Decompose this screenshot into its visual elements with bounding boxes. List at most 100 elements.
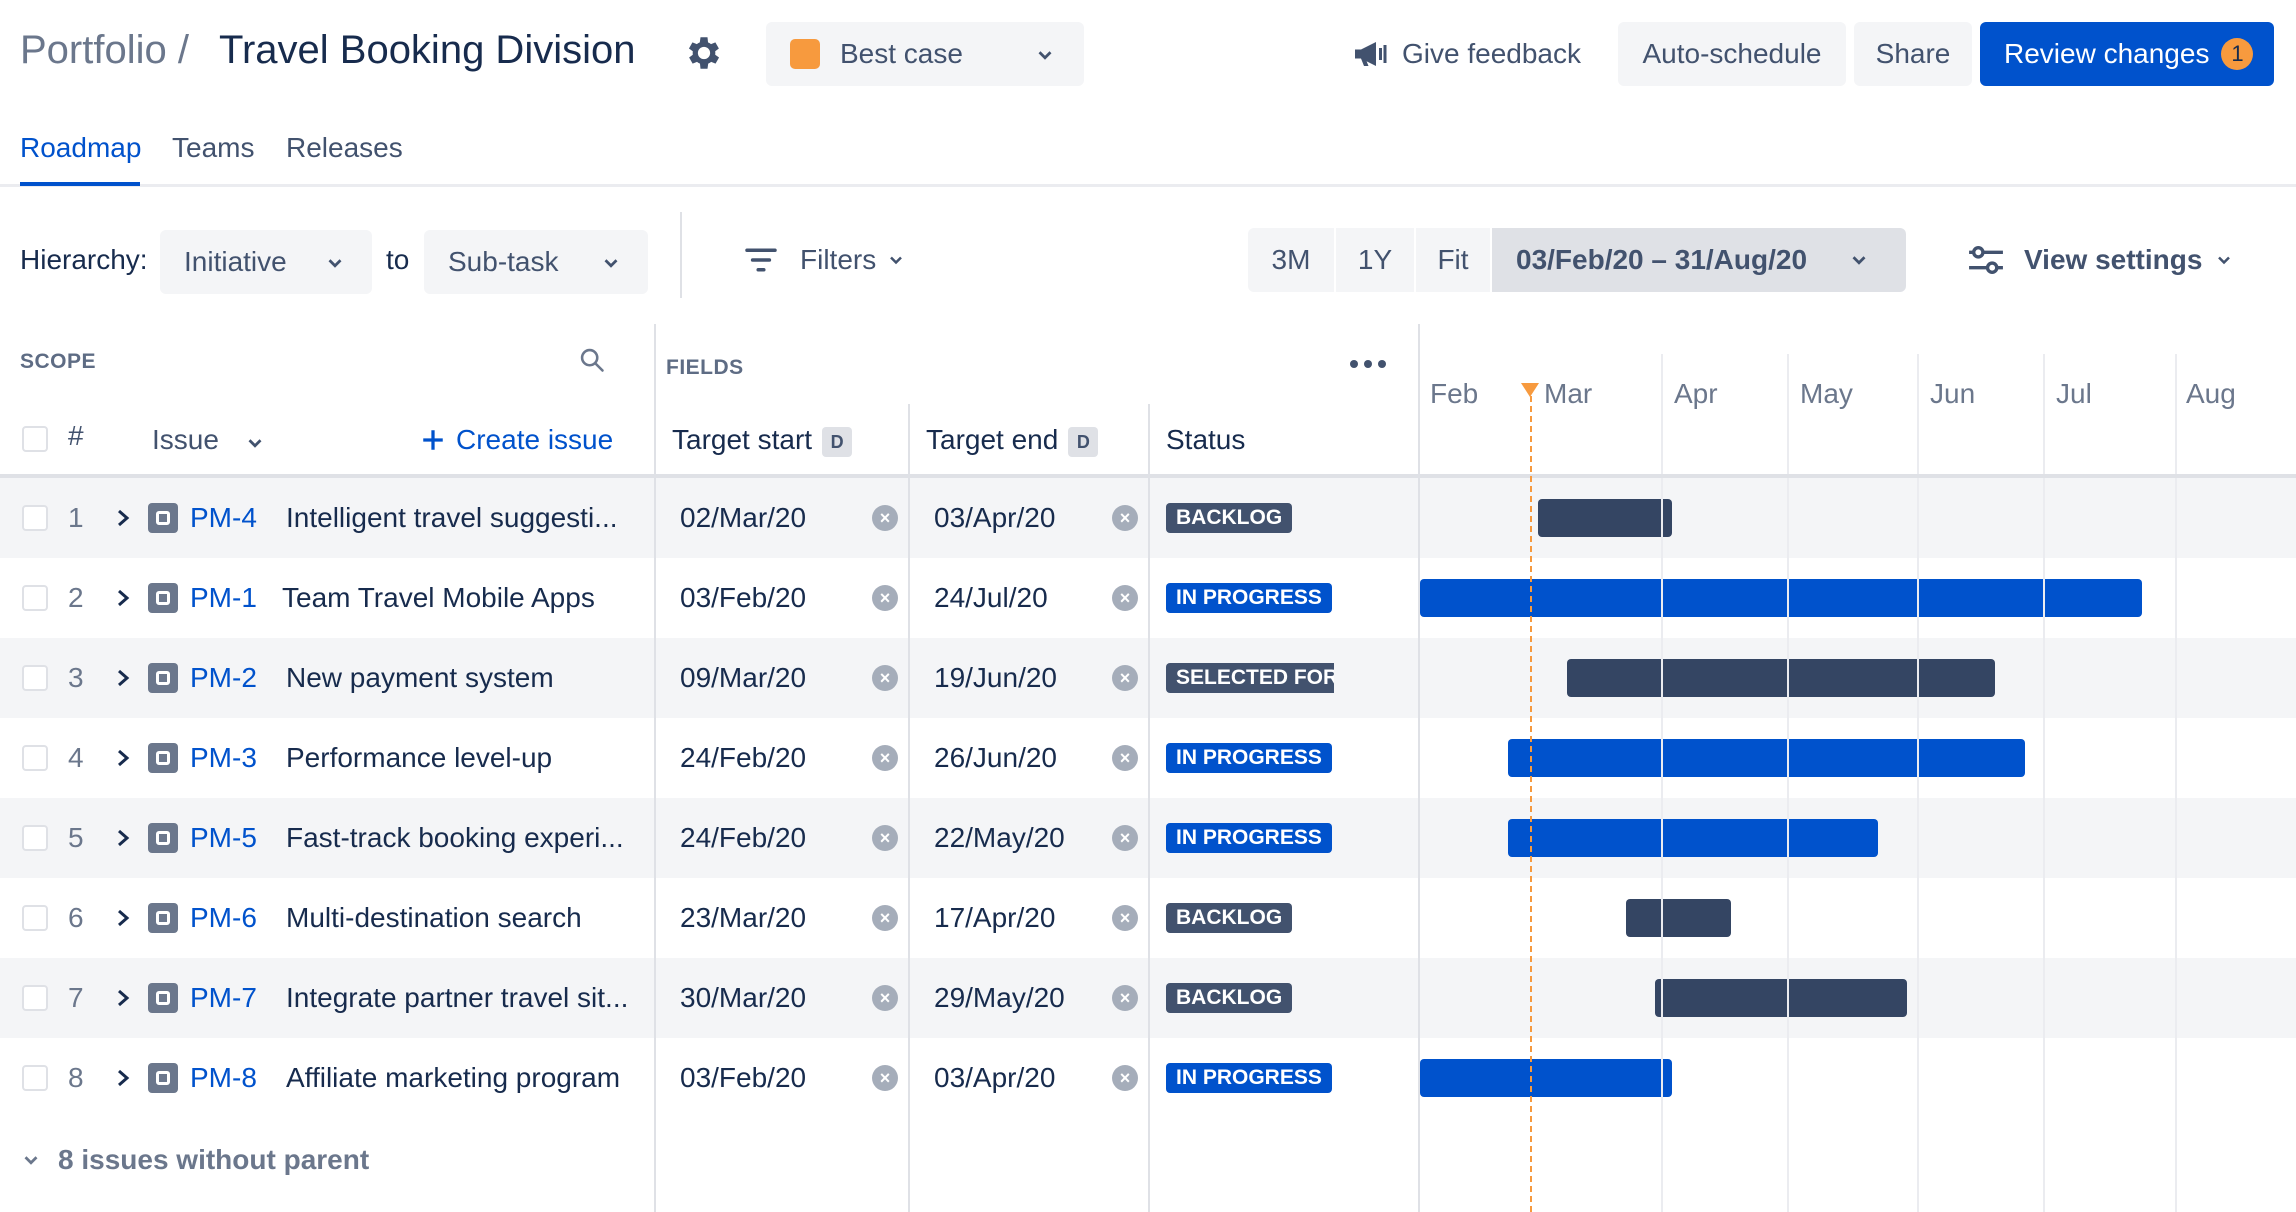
clear-icon[interactable]: ×: [872, 585, 898, 611]
target-end-value[interactable]: 19/Jun/20: [934, 662, 1057, 693]
tab-releases[interactable]: Releases: [286, 132, 403, 163]
date-range-select[interactable]: 03/Feb/20 – 31/Aug/20: [1492, 228, 1906, 292]
clear-icon[interactable]: ×: [872, 825, 898, 851]
table-row[interactable]: 8 PM-8 Affiliate marketing program 03/Fe…: [0, 1038, 2296, 1118]
review-changes-button[interactable]: Review changes 1: [1980, 22, 2274, 86]
zoom-3m-button[interactable]: 3M: [1248, 228, 1334, 292]
issue-summary[interactable]: Performance level-up: [286, 742, 553, 773]
scenario-select[interactable]: Best case: [766, 22, 1084, 86]
clear-icon[interactable]: ×: [1112, 825, 1138, 851]
issue-summary[interactable]: Intelligent travel suggesti...: [286, 502, 618, 533]
issue-summary[interactable]: Team Travel Mobile Apps: [282, 582, 595, 613]
timeline-bar[interactable]: [1420, 579, 2142, 617]
create-issue-button[interactable]: Create issue: [420, 424, 613, 456]
breadcrumb-portfolio[interactable]: Portfolio /: [20, 28, 189, 72]
issue-key-link[interactable]: PM-2: [190, 662, 257, 693]
clear-icon[interactable]: ×: [872, 665, 898, 691]
clear-icon[interactable]: ×: [1112, 585, 1138, 611]
target-start-value[interactable]: 24/Feb/20: [680, 742, 807, 773]
hierarchy-from-select[interactable]: Initiative: [160, 230, 372, 294]
clear-icon[interactable]: ×: [1112, 1065, 1138, 1091]
table-row[interactable]: 2 PM-1 Team Travel Mobile Apps 03/Feb/20…: [0, 558, 2296, 638]
expand-row-icon[interactable]: [114, 798, 132, 878]
select-all-checkbox[interactable]: [22, 426, 48, 452]
row-checkbox[interactable]: [22, 985, 48, 1011]
row-checkbox[interactable]: [22, 1065, 48, 1091]
expand-row-icon[interactable]: [114, 1038, 132, 1118]
target-end-value[interactable]: 24/Jul/20: [934, 582, 1048, 613]
gear-icon[interactable]: [683, 32, 725, 74]
expand-row-icon[interactable]: [114, 718, 132, 798]
expand-row-icon[interactable]: [114, 478, 132, 558]
issue-summary[interactable]: New payment system: [286, 662, 554, 693]
status-lozenge[interactable]: IN PROGRESS: [1166, 583, 1332, 613]
clear-icon[interactable]: ×: [1112, 665, 1138, 691]
filters-button[interactable]: Filters: [744, 244, 906, 276]
issue-column-header[interactable]: Issue: [152, 424, 219, 455]
target-start-value[interactable]: 03/Feb/20: [680, 1062, 807, 1093]
expand-row-icon[interactable]: [114, 878, 132, 958]
status-lozenge[interactable]: BACKLOG: [1166, 903, 1293, 933]
issue-key-link[interactable]: PM-1: [190, 582, 257, 613]
status-lozenge[interactable]: IN PROGRESS: [1166, 1063, 1332, 1093]
target-start-value[interactable]: 02/Mar/20: [680, 502, 807, 533]
row-checkbox[interactable]: [22, 825, 48, 851]
timeline-bar[interactable]: [1655, 979, 1907, 1017]
tab-roadmap[interactable]: Roadmap: [20, 132, 142, 163]
target-end-value[interactable]: 22/May/20: [934, 822, 1065, 853]
target-end-value[interactable]: 26/Jun/20: [934, 742, 1057, 773]
hierarchy-to-select[interactable]: Sub-task: [424, 230, 648, 294]
target-start-value[interactable]: 03/Feb/20: [680, 582, 807, 613]
give-feedback-button[interactable]: Give feedback: [1352, 32, 1581, 76]
issue-summary[interactable]: Fast-track booking experi...: [286, 822, 624, 853]
table-row[interactable]: 4 PM-3 Performance level-up 24/Feb/20 × …: [0, 718, 2296, 798]
issue-key-link[interactable]: PM-8: [190, 1062, 257, 1093]
target-start-value[interactable]: 23/Mar/20: [680, 902, 807, 933]
issue-summary[interactable]: Affiliate marketing program: [286, 1062, 621, 1093]
expand-row-icon[interactable]: [114, 558, 132, 638]
clear-icon[interactable]: ×: [872, 985, 898, 1011]
clear-icon[interactable]: ×: [872, 505, 898, 531]
row-checkbox[interactable]: [22, 665, 48, 691]
auto-schedule-button[interactable]: Auto-schedule: [1618, 22, 1846, 86]
issue-key-link[interactable]: PM-7: [190, 982, 257, 1013]
issue-key-link[interactable]: PM-3: [190, 742, 257, 773]
clear-icon[interactable]: ×: [1112, 745, 1138, 771]
issue-summary[interactable]: Multi-destination search: [286, 902, 582, 933]
clear-icon[interactable]: ×: [872, 1065, 898, 1091]
issue-summary[interactable]: Integrate partner travel sit...: [286, 982, 629, 1013]
expand-row-icon[interactable]: [114, 958, 132, 1038]
more-options-icon[interactable]: [1348, 350, 1388, 383]
chevron-down-icon[interactable]: [244, 432, 266, 454]
view-settings-button[interactable]: View settings: [1966, 244, 2234, 276]
target-end-value[interactable]: 03/Apr/20: [934, 502, 1056, 533]
timeline-bar[interactable]: [1567, 659, 1995, 697]
status-lozenge[interactable]: BACKLOG: [1166, 983, 1293, 1013]
clear-icon[interactable]: ×: [1112, 905, 1138, 931]
issue-key-link[interactable]: PM-4: [190, 502, 257, 533]
status-lozenge[interactable]: SELECTED FOR DEVELOPMENT: [1166, 663, 1334, 693]
zoom-1y-button[interactable]: 1Y: [1336, 228, 1414, 292]
status-lozenge[interactable]: IN PROGRESS: [1166, 743, 1332, 773]
tab-teams[interactable]: Teams: [172, 132, 255, 163]
clear-icon[interactable]: ×: [1112, 505, 1138, 531]
target-start-value[interactable]: 24/Feb/20: [680, 822, 807, 853]
clear-icon[interactable]: ×: [1112, 985, 1138, 1011]
share-button[interactable]: Share: [1854, 22, 1972, 86]
target-end-value[interactable]: 17/Apr/20: [934, 902, 1056, 933]
table-row[interactable]: 6 PM-6 Multi-destination search 23/Mar/2…: [0, 878, 2296, 958]
issues-without-parent-toggle[interactable]: 8 issues without parent: [20, 1144, 369, 1176]
timeline-bar[interactable]: [1508, 819, 1878, 857]
zoom-fit-button[interactable]: Fit: [1416, 228, 1490, 292]
issue-key-link[interactable]: PM-5: [190, 822, 257, 853]
row-checkbox[interactable]: [22, 745, 48, 771]
status-lozenge[interactable]: IN PROGRESS: [1166, 823, 1332, 853]
target-start-value[interactable]: 30/Mar/20: [680, 982, 807, 1013]
row-checkbox[interactable]: [22, 585, 48, 611]
row-checkbox[interactable]: [22, 505, 48, 531]
clear-icon[interactable]: ×: [872, 905, 898, 931]
target-end-value[interactable]: 03/Apr/20: [934, 1062, 1056, 1093]
timeline-bar[interactable]: [1626, 899, 1731, 937]
target-start-value[interactable]: 09/Mar/20: [680, 662, 807, 693]
row-checkbox[interactable]: [22, 905, 48, 931]
